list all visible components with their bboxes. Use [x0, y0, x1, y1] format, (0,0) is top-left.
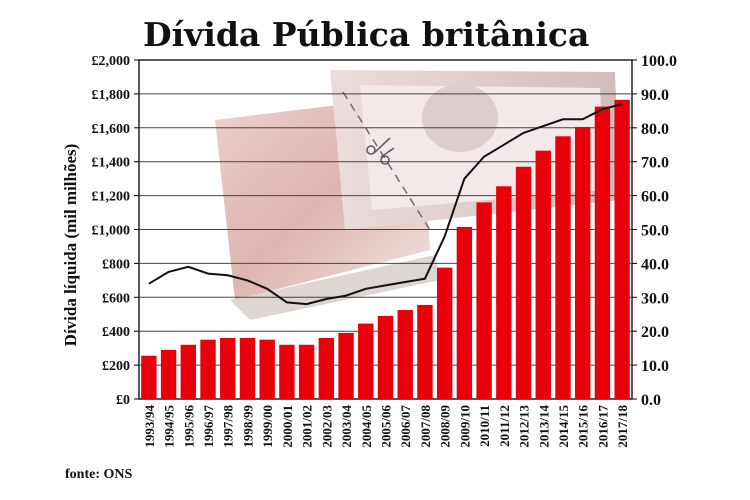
- x-tick-label: 1997/98: [221, 405, 236, 448]
- scissors-icon: [366, 137, 395, 165]
- x-tick-label: 1999/00: [260, 405, 275, 448]
- x-tick-label: 2005/06: [379, 405, 394, 448]
- bar: [220, 337, 236, 399]
- x-axis-ticks: 1993/94 1994/95 1995/96 1996/97 1997/98 1998/…: [142, 405, 630, 448]
- x-tick-label: 2004/05: [359, 405, 374, 448]
- bar: [377, 315, 394, 399]
- bar: [141, 355, 157, 399]
- bar: [259, 339, 275, 399]
- right-tick-label: 40.0: [641, 256, 669, 273]
- x-tick-label: 2003/04: [339, 405, 354, 448]
- bar: [476, 202, 492, 399]
- x-tick-label: 1994/95: [162, 405, 177, 448]
- left-tick-label: £600: [102, 291, 130, 306]
- right-tick-label: 50.0: [641, 223, 669, 240]
- left-tick-label: £1,200: [92, 190, 131, 205]
- bar: [496, 186, 512, 399]
- left-axis-ticks: £0 £200 £400 £600 £800 £1,000 £1,200 £1,400 £1,6…: [92, 54, 139, 408]
- right-tick-label: 20.0: [641, 324, 669, 341]
- bar: [456, 226, 473, 399]
- right-tick-label: 90.0: [641, 87, 669, 104]
- bar: [614, 99, 630, 400]
- x-tick-label: 2006/07: [398, 405, 413, 448]
- left-tick-label: £0: [116, 393, 130, 408]
- bar: [515, 166, 532, 399]
- bar: [417, 304, 433, 399]
- x-tick-label: 2010/11: [477, 405, 492, 447]
- x-tick-label: 1995/96: [181, 405, 196, 448]
- right-tick-label: 0.0: [641, 392, 661, 409]
- bar: [239, 337, 256, 399]
- bar: [397, 310, 413, 399]
- bar: [338, 332, 354, 399]
- right-tick-label: 80.0: [641, 121, 669, 138]
- x-tick-label: 2012/13: [517, 405, 532, 448]
- left-tick-label: £200: [102, 359, 130, 374]
- bar-series: [141, 99, 630, 400]
- bar: [160, 349, 177, 399]
- x-tick-label: 2014/15: [556, 405, 571, 448]
- right-tick-label: 10.0: [641, 358, 669, 375]
- x-tick-label: 2001/02: [300, 405, 315, 448]
- x-tick-label: 2008/09: [438, 405, 453, 448]
- x-tick-label: 2002/03: [319, 405, 334, 448]
- x-tick-label: 2007/08: [418, 405, 433, 448]
- x-tick-label: 2000/01: [280, 405, 295, 448]
- left-tick-label: £1,600: [92, 122, 131, 137]
- right-tick-label: 30.0: [641, 290, 669, 307]
- bar: [279, 344, 295, 399]
- x-tick-label: 2017/18: [615, 405, 630, 448]
- x-tick-label: 1993/94: [142, 405, 157, 448]
- bar: [535, 150, 551, 399]
- source-note: fonte: ONS: [65, 467, 132, 482]
- x-tick-label: 1996/97: [201, 405, 216, 448]
- bar: [575, 126, 591, 399]
- bar: [318, 337, 335, 399]
- x-tick-label: 1998/99: [241, 405, 256, 448]
- left-tick-label: £1,800: [92, 88, 131, 103]
- x-tick-label: 2009/10: [457, 405, 472, 448]
- bar: [180, 344, 196, 399]
- right-tick-label: 60.0: [641, 189, 669, 206]
- chart-title: Dívida Pública britânica: [143, 15, 589, 54]
- y-axis-label: Dívida líquida (mil milhões): [61, 144, 80, 347]
- right-tick-label: 70.0: [641, 155, 669, 172]
- right-tick-label: 100.0: [641, 53, 677, 70]
- left-tick-label: £400: [102, 325, 130, 340]
- left-tick-label: £2,000: [92, 54, 131, 69]
- bar: [436, 267, 453, 399]
- line-series: [148, 103, 623, 306]
- bar: [594, 106, 611, 400]
- left-tick-label: £1,400: [92, 156, 131, 171]
- bar: [200, 339, 216, 399]
- x-tick-label: 2011/12: [497, 405, 512, 447]
- bar: [298, 344, 315, 399]
- x-tick-label: 2015/16: [576, 405, 591, 448]
- left-tick-label: £1,000: [92, 224, 131, 239]
- right-axis-ticks: 0.0 10.0 20.0 30.0 40.0 50.0 60.0 70.0 80.0 90.0 1…: [632, 53, 677, 409]
- left-tick-label: £800: [102, 257, 130, 272]
- bar: [555, 136, 571, 399]
- x-tick-label: 2013/14: [536, 405, 551, 448]
- bar: [358, 323, 374, 399]
- x-tick-label: 2016/17: [595, 405, 610, 448]
- debt-gdp-line: [148, 103, 623, 306]
